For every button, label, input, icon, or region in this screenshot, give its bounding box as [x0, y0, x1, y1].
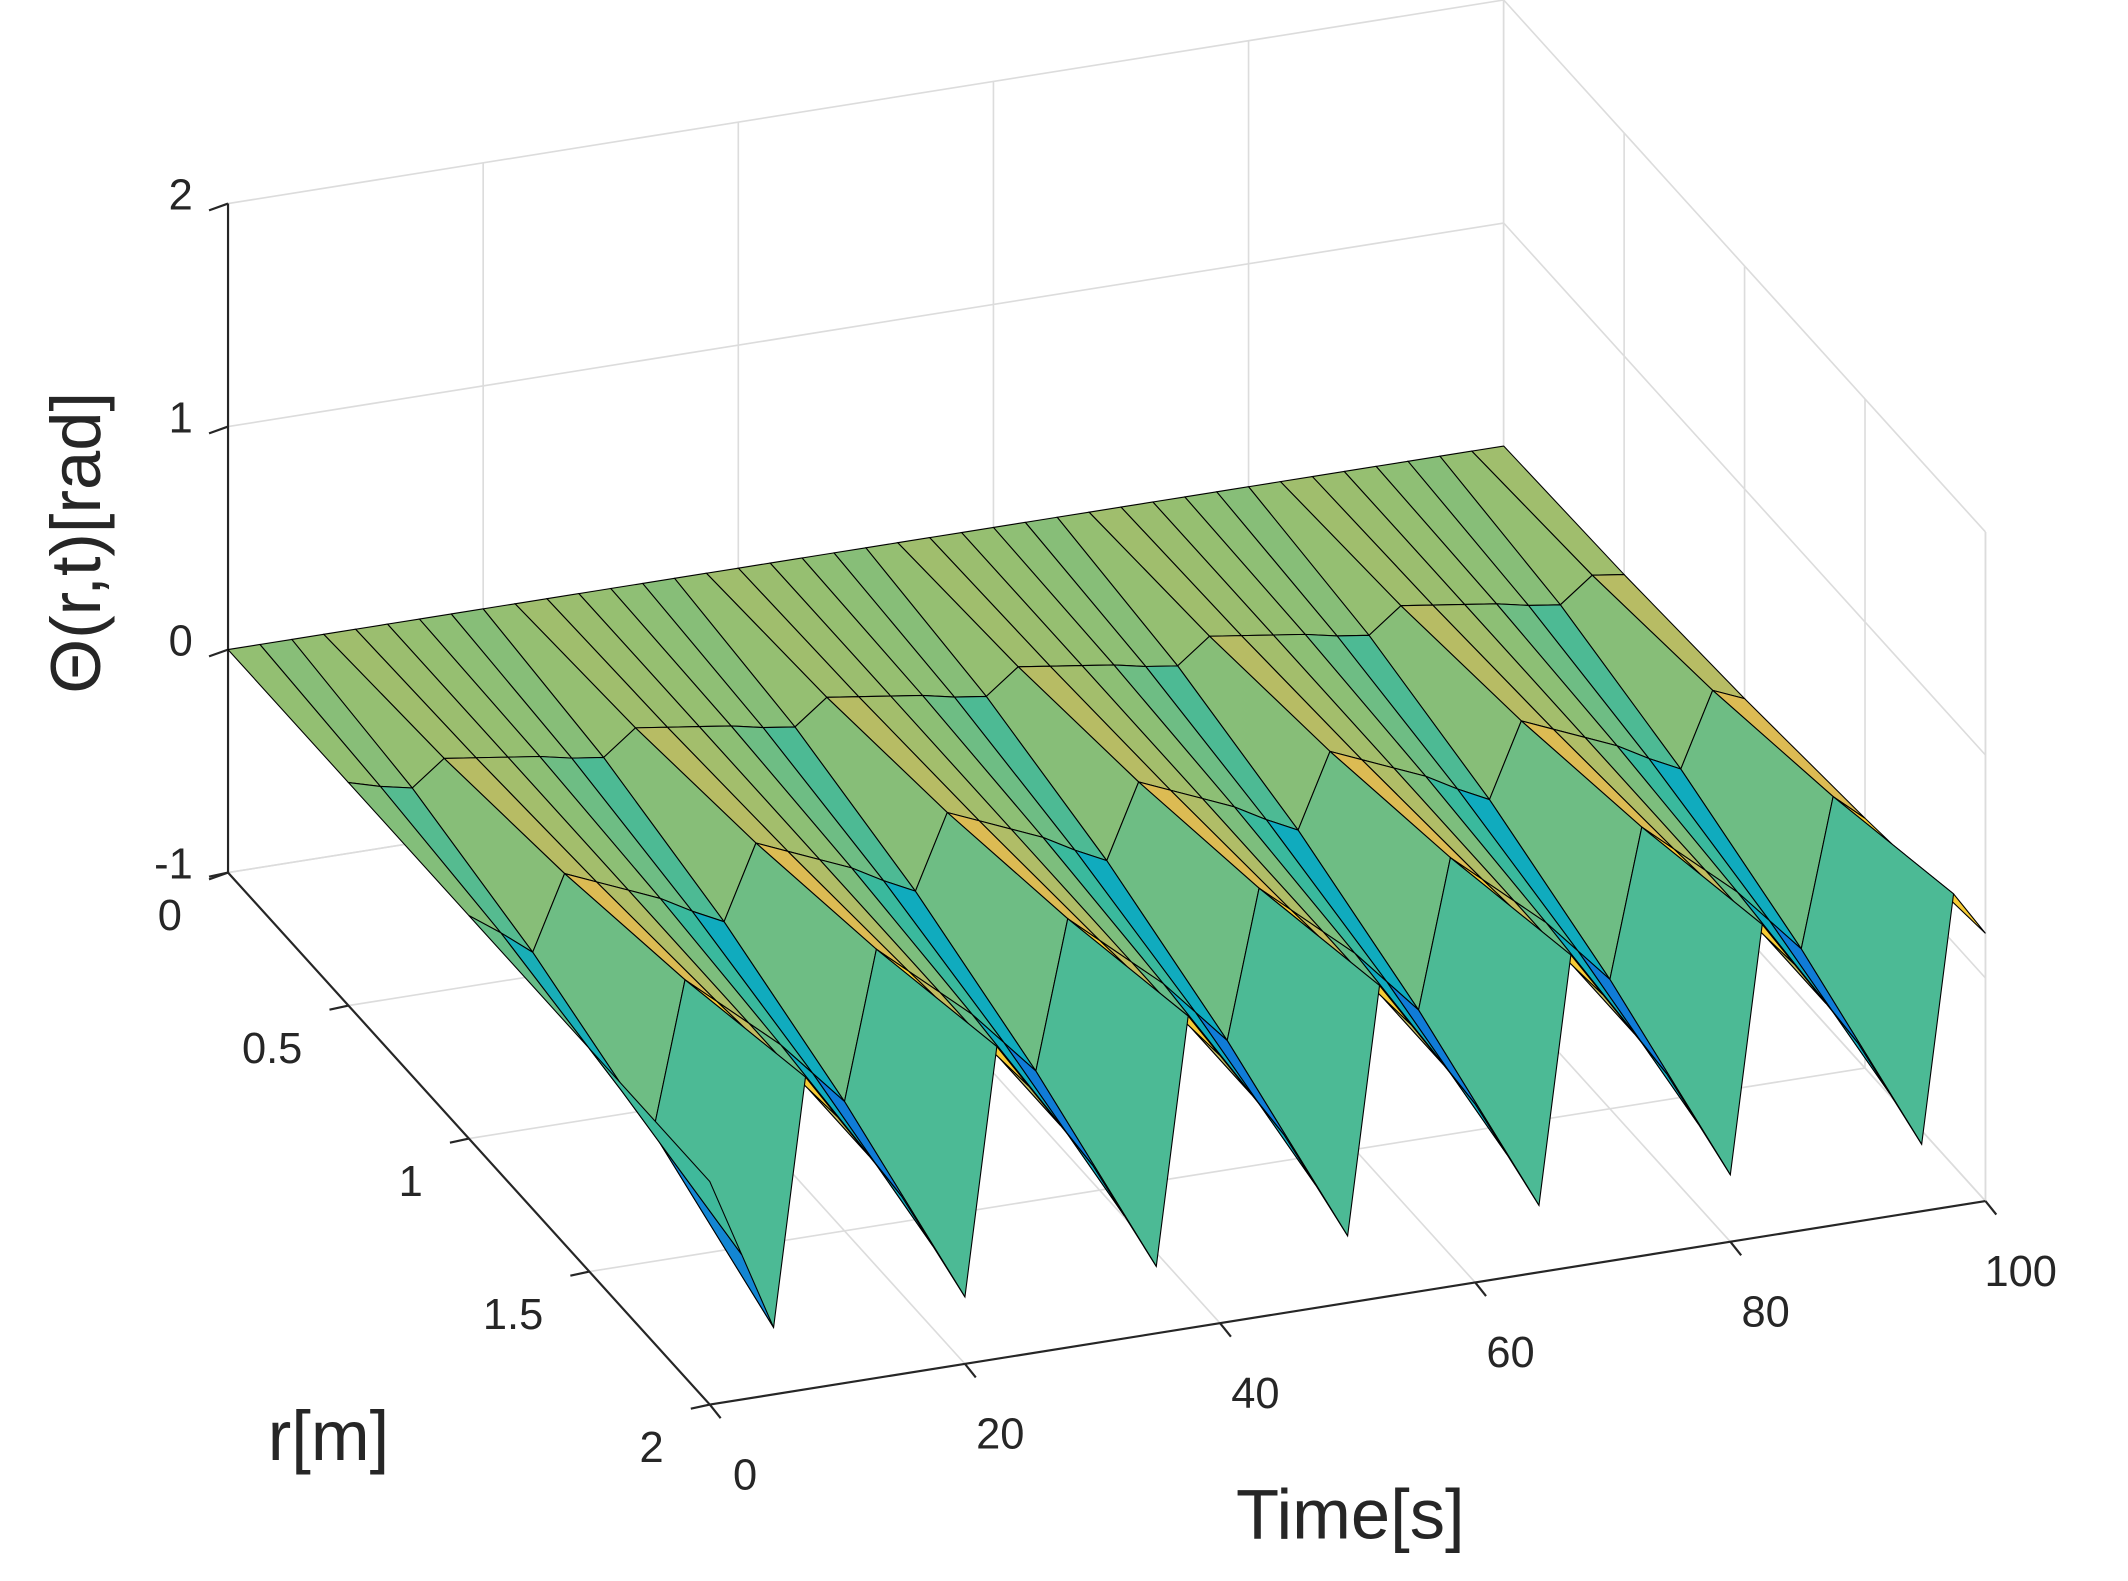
x-tick-label: 40	[1231, 1370, 1279, 1418]
tick-mark	[329, 1004, 349, 1011]
z-axis-title: Θ(r,t)[rad]	[36, 392, 115, 694]
x-tick-label: 60	[1486, 1329, 1534, 1377]
grid-line	[227, 222, 1504, 428]
y-tick-label: 0.5	[242, 1025, 302, 1073]
tick-mark	[208, 871, 229, 878]
x-tick-label: 0	[733, 1451, 757, 1499]
tick-mark	[964, 1363, 977, 1379]
tick-mark	[690, 1403, 711, 1410]
surface-patch	[1800, 795, 1955, 1146]
z-tick-label: 1	[169, 395, 193, 443]
tick-mark	[1219, 1322, 1232, 1338]
y-tick-label: 0	[158, 892, 182, 940]
y-axis-title: r[m]	[268, 1396, 389, 1475]
grid-line	[1503, 222, 1987, 756]
x-tick-label: 100	[1985, 1248, 2057, 1296]
x-tick-label: 80	[1741, 1288, 1789, 1336]
y-tick-label: 2	[640, 1424, 664, 1472]
z-tick-label: -1	[154, 841, 193, 889]
tick-mark	[708, 1403, 722, 1419]
tick-mark	[208, 202, 229, 212]
tick-mark	[208, 648, 229, 658]
y-tick-label: 1	[399, 1158, 423, 1206]
tick-mark	[1474, 1281, 1487, 1297]
x-axis	[709, 1199, 1986, 1406]
grid-line	[1503, 0, 1987, 533]
tick-mark	[208, 425, 229, 435]
x-tick-label: 20	[976, 1411, 1024, 1459]
y-tick-label: 1.5	[483, 1291, 543, 1339]
tick-mark	[1984, 1200, 1998, 1216]
z-tick-label: 0	[169, 618, 193, 666]
grid-line	[227, 0, 1504, 205]
layer	[226, 445, 1986, 1330]
tick-mark	[570, 1270, 590, 1277]
z-tick-label: 2	[169, 172, 193, 220]
surface-patch	[588, 1048, 743, 1255]
tick-mark	[1729, 1241, 1743, 1256]
tick-mark	[449, 1137, 470, 1144]
grid-line	[589, 1067, 1866, 1273]
x-axis-title: Time[s]	[1236, 1475, 1465, 1554]
